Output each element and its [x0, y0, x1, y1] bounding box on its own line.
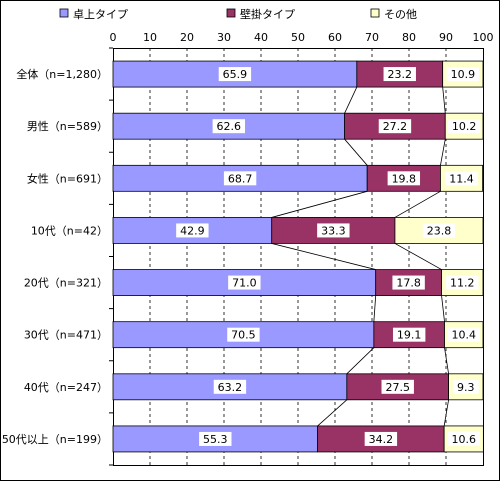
x-tick-label-40: 40 [254, 31, 268, 44]
data-label-s1-c5: 71.0 [232, 277, 257, 290]
connector-2-3 [394, 190, 441, 218]
data-label-bg-s3-c4 [422, 223, 456, 238]
category-label-6: 30代（n=471） [24, 329, 108, 342]
data-label-bg-s1-c2 [212, 119, 246, 134]
legend-swatch-3 [370, 8, 380, 18]
data-label-s3-c2: 10.2 [452, 120, 477, 133]
bar-segment-s1-c3 [112, 164, 368, 192]
data-label-bg-s1-c1 [218, 67, 252, 82]
data-label-bg-s1-c8 [199, 431, 232, 446]
data-label-bg-s3-c7 [452, 379, 479, 394]
x-tick-label-90: 90 [439, 31, 453, 44]
x-tick-label-70: 70 [365, 31, 379, 44]
data-label-bg-s3-c5 [446, 275, 479, 290]
legend-label-2: 壁掛タイプ [240, 7, 295, 21]
bars: 65.9 23.2 10.9 62.6 27.2 10.2 68.7 19.8 11.4 42.9… [112, 60, 484, 453]
connector-2-2 [440, 139, 446, 166]
category-label-7: 40代（n=247） [24, 381, 108, 394]
connector-2-1 [442, 87, 446, 114]
x-tick-label-60: 60 [328, 31, 342, 44]
connector-1-6 [346, 347, 375, 375]
data-label-bg-s3-c8 [447, 431, 480, 446]
category-label-4: 10代（n=42） [31, 224, 108, 237]
data-label-s2-c1: 23.2 [388, 68, 413, 81]
legend-swatch-2 [226, 8, 236, 18]
data-label-s3-c1: 10.9 [451, 68, 476, 81]
data-label-bg-s2-c2 [378, 119, 412, 134]
data-label-bg-s1-c4 [176, 223, 209, 238]
x-tick-label-100: 100 [473, 31, 494, 44]
data-label-bg-s2-c5 [392, 275, 425, 290]
data-label-s2-c8: 34.2 [369, 433, 394, 446]
data-label-bg-s3-c1 [446, 67, 480, 82]
data-label-bg-s2-c3 [387, 171, 421, 186]
connector-1-3 [271, 190, 368, 218]
connector-1-1 [344, 86, 358, 114]
connector-1-2 [344, 138, 368, 166]
connector-1-5 [373, 295, 377, 322]
data-label-s3-c6: 10.4 [452, 329, 477, 342]
bar-segment-s2-c5 [375, 269, 442, 296]
legend-label-3: その他 [384, 8, 417, 21]
data-label-bg-s2-c1 [383, 67, 416, 82]
x-tick-label-50: 50 [291, 31, 305, 44]
data-label-bg-s3-c3 [445, 171, 478, 186]
x-tick-label-30: 30 [217, 31, 231, 44]
data-label-bg-s1-c6 [227, 327, 260, 342]
connector-1-4 [271, 243, 376, 270]
data-label-s2-c3: 19.8 [392, 172, 417, 185]
plot-area [113, 48, 484, 466]
data-label-bg-s1-c3 [223, 171, 257, 186]
connector-2-5 [441, 295, 445, 322]
data-label-s2-c6: 19.1 [397, 329, 422, 342]
data-label-bg-s3-c2 [447, 119, 481, 134]
data-label-s3-c4: 23.8 [427, 224, 452, 237]
data-label-bg-s2-c8 [364, 431, 398, 446]
data-label-s3-c7: 9.3 [457, 381, 475, 394]
x-tick-label-10: 10 [143, 31, 157, 44]
connector-2-6 [444, 347, 449, 374]
connector-1-7 [317, 399, 348, 427]
x-axis-ticks: 0 10 20 30 40 50 60 70 80 90 100 [110, 31, 494, 44]
x-tick-label-0: 0 [110, 31, 117, 44]
data-label-s2-c4: 33.3 [321, 224, 346, 237]
data-label-s1-c1: 65.9 [223, 68, 248, 81]
data-label-s1-c7: 63.2 [218, 381, 243, 394]
connector-2-4 [394, 243, 442, 270]
x-tick-label-80: 80 [402, 31, 416, 44]
data-label-s1-c2: 62.6 [217, 120, 242, 133]
y-axis-ticks [109, 47, 113, 466]
data-label-s1-c8: 55.3 [203, 433, 228, 446]
data-label-s3-c3: 11.4 [449, 172, 474, 185]
legend-swatch-1 [59, 8, 69, 18]
data-label-s2-c5: 17.8 [396, 277, 421, 290]
data-label-bg-s3-c6 [447, 327, 480, 342]
data-label-bg-s2-c7 [381, 379, 414, 394]
series-connector-lines [271, 86, 449, 427]
category-label-8: 50代以上（n=199） [2, 433, 108, 446]
category-labels: 全体（n=1,280） 男性（n=589） 女性（n=691） 10代（n=42） 20… [2, 67, 108, 446]
data-label-bg-s1-c7 [213, 379, 247, 394]
data-label-s3-c5: 11.2 [450, 277, 475, 290]
data-label-bg-s2-c6 [392, 327, 426, 342]
data-label-s3-c8: 10.6 [452, 433, 477, 446]
data-label-s1-c3: 68.7 [228, 172, 253, 185]
x-tick-label-20: 20 [180, 31, 194, 44]
category-label-5: 20代（n=321） [24, 277, 108, 290]
data-label-s2-c7: 27.5 [385, 381, 410, 394]
category-label-3: 女性（n=691） [27, 171, 108, 185]
data-label-s1-c6: 70.5 [231, 329, 256, 342]
data-label-bg-s2-c4 [317, 223, 350, 238]
data-label-s2-c2: 27.2 [383, 120, 408, 133]
data-label-s1-c4: 42.9 [180, 224, 205, 237]
category-label-1: 全体（n=1,280） [16, 67, 108, 81]
legend: 卓上タイプ 壁掛タイプ その他 [59, 7, 417, 21]
data-label-bg-s1-c5 [228, 275, 261, 290]
connector-2-7 [443, 399, 449, 427]
legend-label-1: 卓上タイプ [73, 8, 128, 21]
category-label-2: 男性（n=589） [27, 119, 108, 133]
